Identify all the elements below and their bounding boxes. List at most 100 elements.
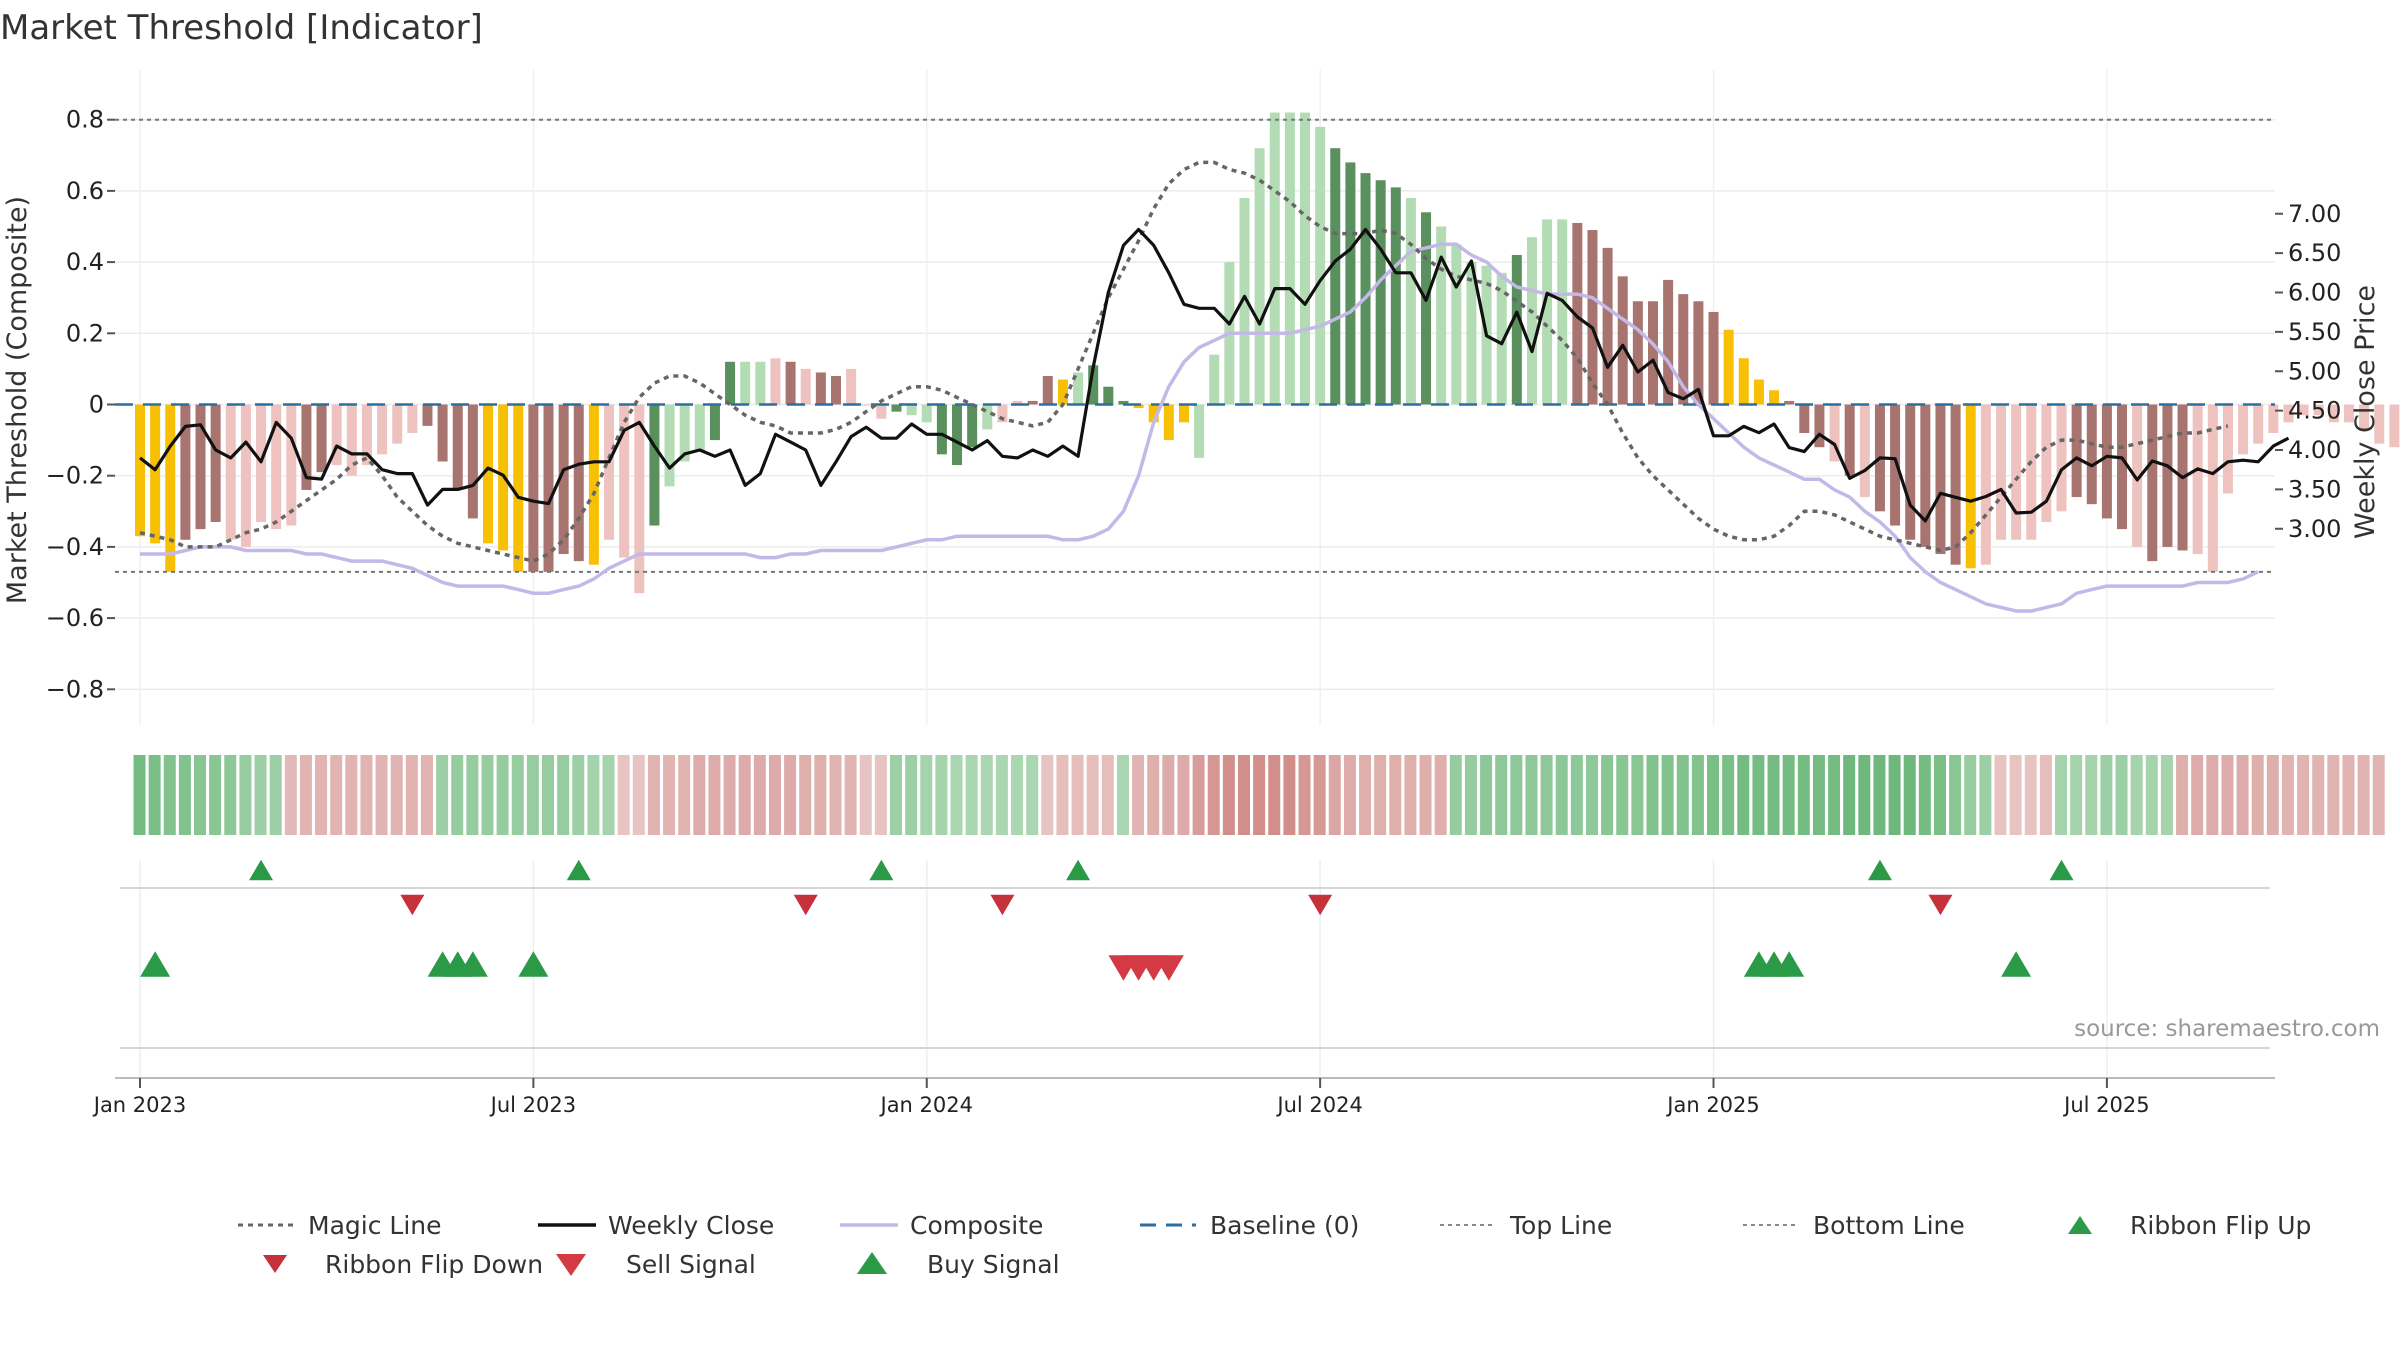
- ribbon-cell: [1722, 755, 1735, 835]
- ribbon-cell: [526, 755, 539, 835]
- ribbon-cell: [1026, 755, 1039, 835]
- ribbon-cell: [1570, 755, 1583, 835]
- bar: [936, 404, 947, 455]
- ribbon-cell: [1192, 755, 1205, 835]
- bar: [2162, 404, 2173, 547]
- bar: [1178, 404, 1189, 423]
- bar: [1678, 294, 1689, 405]
- bar: [952, 404, 963, 466]
- bar: [1693, 301, 1704, 405]
- ribbon-cell: [2191, 755, 2204, 835]
- bar: [150, 404, 161, 544]
- legend-item: Magic Line: [238, 1211, 442, 1240]
- ribbon-cell: [481, 755, 494, 835]
- ribbon-cell: [2115, 755, 2128, 835]
- bar: [422, 404, 433, 426]
- bar: [1663, 279, 1674, 405]
- bar: [1088, 365, 1099, 405]
- bar: [301, 404, 312, 490]
- bar: [1103, 386, 1114, 405]
- ribbon-cell: [1132, 755, 1145, 835]
- ribbon-cell: [2372, 755, 2385, 835]
- legend-item: Buy Signal: [857, 1250, 1060, 1279]
- bar: [346, 404, 357, 476]
- weekly-close-line: [139, 227, 2290, 523]
- ribbon-cell: [844, 755, 857, 835]
- bar: [1542, 219, 1553, 405]
- ribbon-cell: [723, 755, 736, 835]
- ribbon-cell: [1510, 755, 1523, 835]
- composite-line: [140, 242, 2259, 613]
- bar: [1042, 376, 1053, 405]
- y2-tick-label: 7.00: [2288, 200, 2341, 228]
- ribbon-cell: [920, 755, 933, 835]
- ribbon-cell: [2357, 755, 2370, 835]
- bar: [1496, 272, 1507, 405]
- ribbon-cell: [1071, 755, 1084, 835]
- bar: [906, 404, 917, 416]
- bar: [2071, 404, 2082, 498]
- ribbon-cell: [2221, 755, 2234, 835]
- bar: [740, 361, 751, 405]
- ribbon-cell: [799, 755, 812, 835]
- bar: [1950, 404, 1961, 565]
- reference-lines: [115, 118, 2275, 573]
- bar: [1890, 404, 1901, 526]
- bar: [528, 404, 539, 572]
- ribbon-cell: [1495, 755, 1508, 835]
- ribbon-cell: [814, 755, 827, 835]
- ribbon-cell: [1283, 755, 1296, 835]
- ribbon-cell: [965, 755, 978, 835]
- bar: [240, 404, 251, 547]
- bar: [1602, 247, 1613, 405]
- bar: [392, 404, 403, 444]
- ribbon-cell: [663, 755, 676, 835]
- ribbon-cell: [1752, 755, 1765, 835]
- legend-label: Composite: [910, 1211, 1043, 1240]
- ribbon-cell: [1782, 755, 1795, 835]
- bar: [1965, 404, 1976, 569]
- bar: [2238, 404, 2249, 455]
- bar: [165, 404, 176, 572]
- bar: [2298, 404, 2309, 416]
- ribbon-cell: [1707, 755, 1720, 835]
- ribbon-cell: [1343, 755, 1356, 835]
- ribbon-cell: [466, 755, 479, 835]
- ribbon-cell: [572, 755, 585, 835]
- ribbon-cell: [980, 755, 993, 835]
- buy-signal-marker: [518, 951, 549, 977]
- ribbon-cell: [2009, 755, 2022, 835]
- ribbon-cell: [2251, 755, 2264, 835]
- ribbon-cell: [2312, 755, 2325, 835]
- bar: [2147, 404, 2158, 562]
- ribbon-cell: [420, 755, 433, 835]
- legend-label: Bottom Line: [1813, 1211, 1965, 1240]
- ribbon-cell: [1237, 755, 1250, 835]
- y-tick-label: 0.4: [66, 248, 104, 276]
- bar: [331, 404, 342, 466]
- ribbon-cell: [2342, 755, 2355, 835]
- bar: [1572, 222, 1583, 405]
- bar: [2374, 404, 2385, 444]
- bar: [2086, 404, 2097, 505]
- bar: [649, 404, 660, 526]
- bar: [1451, 244, 1462, 405]
- sell-signal-marker: [1153, 955, 1184, 981]
- bar: [2117, 404, 2128, 530]
- bar: [1466, 262, 1477, 405]
- ribbon-cell: [163, 755, 176, 835]
- ribbon-cell: [1858, 755, 1871, 835]
- bar: [846, 368, 857, 405]
- ribbon-cell: [1177, 755, 1190, 835]
- y2-tick-label: 3.50: [2288, 475, 2341, 503]
- bar: [2343, 404, 2354, 423]
- ribbon-cell: [1313, 755, 1326, 835]
- bar: [195, 404, 206, 530]
- buy-signal-marker: [140, 951, 171, 977]
- bar: [1814, 404, 1825, 448]
- ribbon-cell: [678, 755, 691, 835]
- ribbon-cell: [768, 755, 781, 835]
- bar: [2389, 404, 2400, 448]
- legend-item: Top Line: [1440, 1211, 1612, 1240]
- bar: [1829, 404, 1840, 462]
